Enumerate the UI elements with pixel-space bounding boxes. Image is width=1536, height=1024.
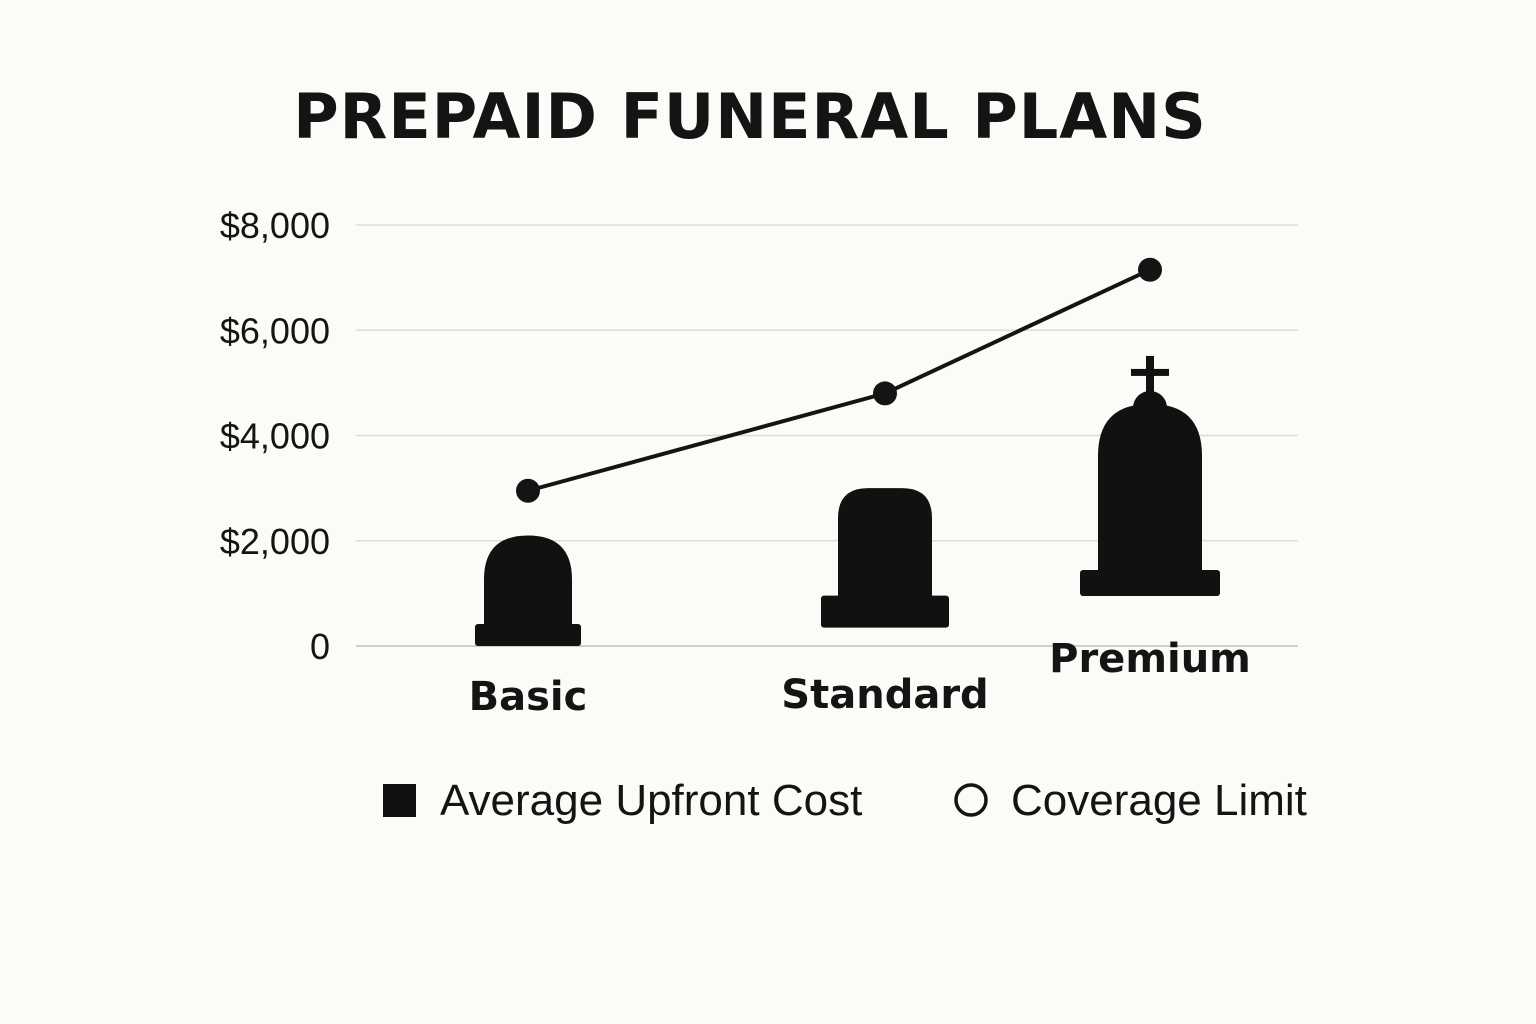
x-category-label: Premium	[1049, 636, 1251, 682]
y-tick-label: $8,000	[220, 205, 330, 246]
x-category-label: Standard	[781, 672, 988, 718]
y-tick-label: $6,000	[220, 310, 330, 351]
upfront-cost-series	[475, 355, 1220, 646]
coverage-point	[873, 381, 897, 406]
y-tick-label: $4,000	[220, 416, 330, 457]
headstone-base	[1080, 570, 1220, 597]
headstone-base	[475, 624, 581, 646]
headstone-body	[484, 535, 572, 625]
headstone-base	[821, 595, 949, 628]
coverage-limit-series	[516, 257, 1162, 503]
y-axis-ticks: 0 $2,000 $4,000 $6,000 $8,000	[220, 205, 330, 667]
x-category-label: Basic	[469, 674, 588, 720]
headstone-bar	[475, 535, 581, 646]
legend-item-coverage-limit: Coverage Limit	[954, 776, 1307, 825]
hollow-circle-icon	[954, 783, 988, 817]
headstone-body	[1098, 403, 1202, 572]
legend-label-upfront-cost: Average Upfront Cost	[440, 776, 862, 825]
y-tick-label: $2,000	[220, 521, 330, 562]
y-tick-label: 0	[310, 626, 330, 667]
headstone-body	[838, 488, 932, 597]
coverage-point	[1138, 257, 1162, 282]
filled-square-icon	[383, 784, 416, 817]
cross-icon	[1146, 355, 1154, 400]
legend: Average Upfront Cost Coverage Limit	[383, 776, 1307, 825]
coverage-point	[516, 478, 540, 503]
legend-label-coverage-limit: Coverage Limit	[1011, 776, 1307, 825]
cross-arm	[1131, 368, 1169, 376]
headstone-finial	[1133, 390, 1167, 425]
legend-item-upfront-cost: Average Upfront Cost	[383, 776, 862, 825]
headstone-bar	[1080, 355, 1220, 597]
chart-title: PREPAID FUNERAL PLANS	[293, 80, 1207, 153]
x-axis-categories: Basic Standard Premium	[469, 636, 1251, 720]
coverage-line	[527, 267, 1151, 493]
headstone-bar	[821, 488, 949, 628]
